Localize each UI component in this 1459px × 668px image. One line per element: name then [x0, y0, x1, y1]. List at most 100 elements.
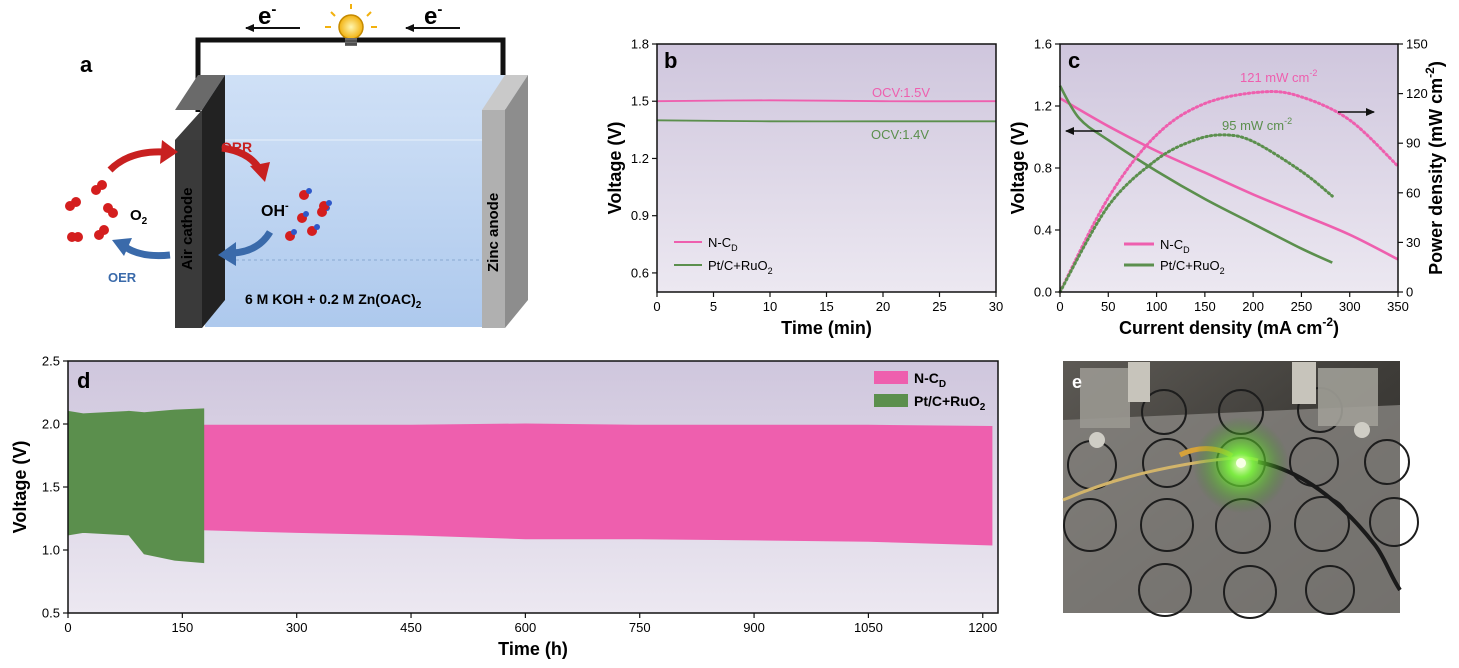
- legend-b: N-CD Pt/C+RuO2: [674, 235, 773, 276]
- plot-area-b: [657, 44, 996, 292]
- chart-panel-c: c 121 mW cm-2 95 mW cm-2 N-CD Pt/C+RuO2 0…: [1008, 37, 1446, 339]
- x-tick-label-b: 0: [653, 299, 660, 314]
- y-tick-label-c: 0.4: [1034, 223, 1052, 238]
- schematic-panel: a e- e- Air cathode: [65, 1, 528, 328]
- y2-tick-label-c: 30: [1406, 235, 1420, 250]
- panel-label-a: a: [80, 52, 93, 77]
- oer-arrow-out: [121, 243, 171, 260]
- x-tick-label-d: 300: [286, 620, 308, 635]
- anode-top: [482, 75, 528, 110]
- light-bulb-icon: [325, 4, 377, 46]
- y-tick-label-d: 2.5: [42, 354, 60, 369]
- x-tick-label-c: 350: [1387, 299, 1409, 314]
- series-line-ptc-b: [656, 119, 996, 123]
- x-tick-label-b: 15: [819, 299, 833, 314]
- series-line-ncd-b: [656, 99, 997, 103]
- y2-tick-label-c: 120: [1406, 86, 1428, 101]
- hydroxide-molecules: [285, 188, 332, 241]
- orr-arrow-in: [107, 148, 166, 173]
- ocv-annotation-ncd: OCV:1.5V: [872, 85, 930, 100]
- orr-label: ORR: [221, 139, 252, 155]
- ocv-annotation-ptc: OCV:1.4V: [871, 127, 929, 142]
- x-tick-label-d: 750: [629, 620, 651, 635]
- y-tick-label-c: 0.0: [1034, 285, 1052, 300]
- x-axis-label-d: Time (h): [498, 639, 568, 659]
- x-axis-label-c: Current density (mA cm-2): [1119, 315, 1339, 338]
- cycling-band-ptc: [67, 408, 205, 564]
- x-tick-label-d: 1200: [968, 620, 997, 635]
- y-tick-label-d: 2.0: [42, 417, 60, 432]
- x-tick-label-d: 150: [171, 620, 193, 635]
- y-tick-label-d: 1.0: [42, 543, 60, 558]
- legend-d: N-CD Pt/C+RuO2: [874, 370, 986, 413]
- y-tick-label-c: 0.8: [1034, 161, 1052, 176]
- electron-label-right: e-: [424, 1, 442, 30]
- y2-tick-label-c: 150: [1406, 37, 1428, 52]
- x-tick-label-c: 250: [1291, 299, 1313, 314]
- x-tick-label-c: 0: [1056, 299, 1063, 314]
- y-axis-label-d: Voltage (V): [10, 441, 30, 534]
- x-tick-label-b: 25: [932, 299, 946, 314]
- polarization-curve-ptc: [1058, 85, 1333, 264]
- anode-label: Zinc anode: [485, 193, 502, 272]
- x-tick-label-c: 300: [1339, 299, 1361, 314]
- x-tick-label-b: 20: [876, 299, 890, 314]
- y2-axis-label-c: Power density (mW cm-2): [1423, 61, 1446, 275]
- led: [1236, 458, 1246, 468]
- oer-label: OER: [108, 270, 137, 285]
- battery-clamps: [1080, 362, 1378, 448]
- legend-label-ptc-d: Pt/C+RuO2: [914, 393, 986, 413]
- y-tick-label-c: 1.2: [1034, 99, 1052, 114]
- y2-tick-label-c: 90: [1406, 136, 1420, 151]
- legend-label-ncd-b: N-CD: [708, 235, 738, 253]
- y-axis-label-c: Voltage (V): [1008, 122, 1028, 215]
- y2-tick-label-c: 0: [1406, 285, 1413, 300]
- x-tick-label-c: 200: [1242, 299, 1264, 314]
- y-tick-label-b: 0.9: [631, 208, 649, 223]
- x-tick-label-b: 10: [763, 299, 777, 314]
- x-axis-label-b: Time (min): [781, 318, 872, 338]
- legend-label-ptc-b: Pt/C+RuO2: [708, 258, 773, 276]
- polarization-curve-ncd: [1059, 97, 1399, 261]
- legend-label-ncd-c: N-CD: [1160, 237, 1190, 255]
- panel-label-d: d: [77, 368, 90, 393]
- legend-label-ncd-d: N-CD: [914, 370, 946, 390]
- hydroxide-label: OH-: [261, 200, 289, 220]
- y-tick-label-b: 1.5: [631, 94, 649, 109]
- y-tick-label-d: 1.5: [42, 480, 60, 495]
- panel-label-c: c: [1068, 48, 1080, 73]
- peak-power-annotation-ptc: 95 mW cm-2: [1222, 116, 1292, 133]
- y-tick-label-d: 0.5: [42, 606, 60, 621]
- cathode-top: [175, 75, 225, 110]
- plot-area-c: [1060, 44, 1398, 292]
- zinc-anode-plate: [482, 110, 505, 328]
- power-curve-ptc: [1058, 133, 1334, 294]
- electrolyte-tank: [205, 75, 505, 327]
- cathode-label: Air cathode: [179, 187, 196, 270]
- electron-label-left: e-: [258, 1, 276, 30]
- oxygen-molecules: [65, 180, 118, 242]
- y-tick-label-b: 1.2: [631, 151, 649, 166]
- x-tick-label-b: 5: [710, 299, 717, 314]
- x-tick-label-d: 600: [515, 620, 537, 635]
- legend-swatch-ncd-d: [874, 371, 908, 384]
- x-tick-label-c: 150: [1194, 299, 1216, 314]
- y-axis-label-b: Voltage (V): [605, 122, 625, 215]
- photo-panel: e: [1062, 361, 1419, 619]
- legend-c: N-CD Pt/C+RuO2: [1124, 237, 1225, 276]
- x-tick-label-d: 0: [64, 620, 71, 635]
- panel-label-b: b: [664, 48, 677, 73]
- chart-panel-d: d N-CD Pt/C+RuO2 0 150 300 450 600 750 900 1050…: [10, 354, 999, 659]
- x-tick-label-b: 30: [989, 299, 1003, 314]
- electrolyte-label: 6 M KOH + 0.2 M Zn(OAC)2: [245, 291, 422, 311]
- x-tick-label-d: 1050: [854, 620, 883, 635]
- y2-tick-label-c: 60: [1406, 185, 1420, 200]
- y-tick-label-b: 1.8: [631, 37, 649, 52]
- x-tick-label-d: 450: [400, 620, 422, 635]
- cycling-band-ncd: [203, 423, 993, 546]
- legend-label-ptc-c: Pt/C+RuO2: [1160, 258, 1225, 276]
- power-curve-ncd: [1058, 90, 1400, 294]
- x-tick-label-d: 900: [743, 620, 765, 635]
- legend-swatch-ptc-d: [874, 394, 908, 407]
